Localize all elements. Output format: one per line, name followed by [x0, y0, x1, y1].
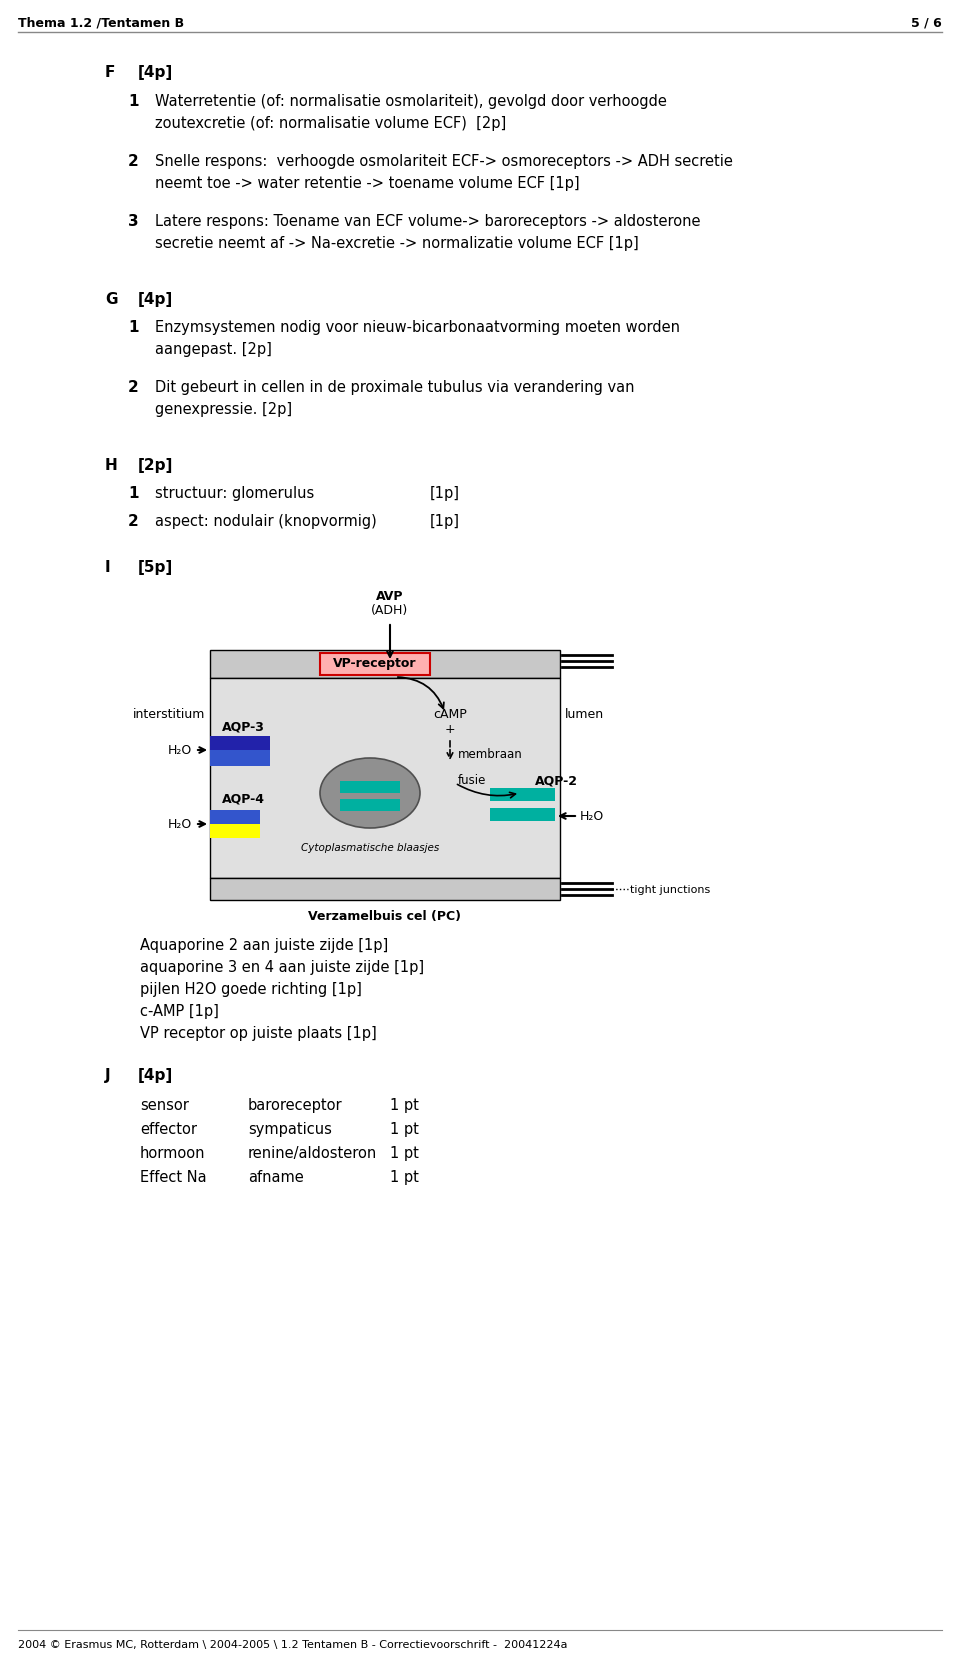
Text: [4p]: [4p]	[138, 65, 173, 80]
Bar	[210, 736, 270, 751]
Bar	[340, 781, 400, 792]
Text: H₂O: H₂O	[168, 744, 192, 756]
Text: 1: 1	[128, 95, 138, 110]
Text: I: I	[105, 560, 110, 575]
Text: fusie: fusie	[458, 774, 487, 787]
Text: AQP-4: AQP-4	[222, 792, 265, 806]
Text: AQP-2: AQP-2	[535, 774, 578, 787]
Text: neemt toe -> water retentie -> toename volume ECF [1p]: neemt toe -> water retentie -> toename v…	[155, 176, 580, 191]
Text: c-AMP [1p]: c-AMP [1p]	[140, 1003, 219, 1018]
Text: VP-receptor: VP-receptor	[333, 658, 417, 671]
Text: H₂O: H₂O	[580, 809, 604, 822]
Text: baroreceptor: baroreceptor	[248, 1098, 343, 1113]
Text: 1: 1	[128, 321, 138, 336]
Text: genexpressie. [2p]: genexpressie. [2p]	[155, 402, 292, 417]
Text: 5 / 6: 5 / 6	[911, 17, 942, 28]
Text: [4p]: [4p]	[138, 1068, 173, 1083]
Text: secretie neemt af -> Na-excretie -> normalizatie volume ECF [1p]: secretie neemt af -> Na-excretie -> norm…	[155, 236, 638, 251]
Text: [1p]: [1p]	[430, 487, 460, 502]
Text: 1 pt: 1 pt	[390, 1169, 419, 1184]
Text: pijlen H2O goede richting [1p]: pijlen H2O goede richting [1p]	[140, 982, 362, 997]
Text: Enzymsystemen nodig voor nieuw-bicarbonaatvorming moeten worden: Enzymsystemen nodig voor nieuw-bicarbona…	[155, 321, 680, 336]
Bar	[210, 824, 260, 839]
Text: aquaporine 3 en 4 aan juiste zijde [1p]: aquaporine 3 en 4 aan juiste zijde [1p]	[140, 960, 424, 975]
Text: hormoon: hormoon	[140, 1146, 205, 1161]
Text: Effect Na: Effect Na	[140, 1169, 206, 1184]
Text: VP receptor op juiste plaats [1p]: VP receptor op juiste plaats [1p]	[140, 1026, 376, 1041]
Text: Waterretentie (of: normalisatie osmolariteit), gevolgd door verhoogde: Waterretentie (of: normalisatie osmolari…	[155, 95, 667, 110]
Text: zoutexcretie (of: normalisatie volume ECF)  [2p]: zoutexcretie (of: normalisatie volume EC…	[155, 116, 506, 131]
Bar	[210, 649, 560, 678]
Text: F: F	[105, 65, 115, 80]
Text: tight junctions: tight junctions	[630, 885, 710, 895]
Bar	[340, 799, 400, 811]
Text: sympaticus: sympaticus	[248, 1121, 332, 1138]
Bar	[210, 879, 560, 900]
Text: [4p]: [4p]	[138, 292, 173, 307]
Text: H₂O: H₂O	[168, 817, 192, 830]
Text: Aquaporine 2 aan juiste zijde [1p]: Aquaporine 2 aan juiste zijde [1p]	[140, 938, 388, 953]
Text: [2p]: [2p]	[138, 458, 174, 473]
Bar	[210, 678, 560, 879]
Text: Dit gebeurt in cellen in de proximale tubulus via verandering van: Dit gebeurt in cellen in de proximale tu…	[155, 380, 635, 395]
Text: Cytoplasmatische blaasjes: Cytoplasmatische blaasjes	[300, 844, 439, 854]
Bar	[210, 751, 270, 766]
Text: [1p]: [1p]	[430, 513, 460, 528]
Text: +: +	[444, 723, 455, 736]
Bar	[490, 807, 555, 821]
Text: [5p]: [5p]	[138, 560, 173, 575]
Text: afname: afname	[248, 1169, 303, 1184]
Text: Verzamelbuis cel (PC): Verzamelbuis cel (PC)	[308, 910, 462, 924]
Text: interstitium: interstitium	[132, 708, 205, 721]
Text: structuur: glomerulus: structuur: glomerulus	[155, 487, 314, 502]
Text: 2004 © Erasmus MC, Rotterdam \ 2004-2005 \ 1.2 Tentamen B - Correctievoorschrift: 2004 © Erasmus MC, Rotterdam \ 2004-2005…	[18, 1639, 567, 1649]
Text: 1: 1	[128, 487, 138, 502]
Text: aangepast. [2p]: aangepast. [2p]	[155, 342, 272, 357]
Text: 3: 3	[128, 214, 138, 229]
Text: effector: effector	[140, 1121, 197, 1138]
Text: aspect: nodulair (knopvormig): aspect: nodulair (knopvormig)	[155, 513, 376, 528]
Text: Thema 1.2 /Tentamen B: Thema 1.2 /Tentamen B	[18, 17, 184, 28]
Text: 1 pt: 1 pt	[390, 1098, 419, 1113]
Text: cAMP: cAMP	[433, 708, 467, 721]
Text: G: G	[105, 292, 117, 307]
Text: Latere respons: Toename van ECF volume-> baroreceptors -> aldosterone: Latere respons: Toename van ECF volume->…	[155, 214, 701, 229]
Text: (ADH): (ADH)	[372, 605, 409, 616]
Text: membraan: membraan	[458, 747, 523, 761]
Bar	[210, 811, 260, 824]
Bar	[490, 787, 555, 801]
Text: Snelle respons:  verhoogde osmolariteit ECF-> osmoreceptors -> ADH secretie: Snelle respons: verhoogde osmolariteit E…	[155, 154, 732, 169]
Text: 2: 2	[128, 513, 139, 528]
Text: renine/aldosteron: renine/aldosteron	[248, 1146, 377, 1161]
Text: 1 pt: 1 pt	[390, 1146, 419, 1161]
Text: AVP: AVP	[376, 590, 404, 603]
Text: 2: 2	[128, 154, 139, 169]
Text: J: J	[105, 1068, 110, 1083]
Text: 2: 2	[128, 380, 139, 395]
Text: sensor: sensor	[140, 1098, 189, 1113]
Text: lumen: lumen	[565, 708, 604, 721]
Text: AQP-3: AQP-3	[222, 719, 265, 733]
Text: 1 pt: 1 pt	[390, 1121, 419, 1138]
FancyBboxPatch shape	[320, 653, 430, 674]
Text: H: H	[105, 458, 118, 473]
Ellipse shape	[320, 757, 420, 827]
